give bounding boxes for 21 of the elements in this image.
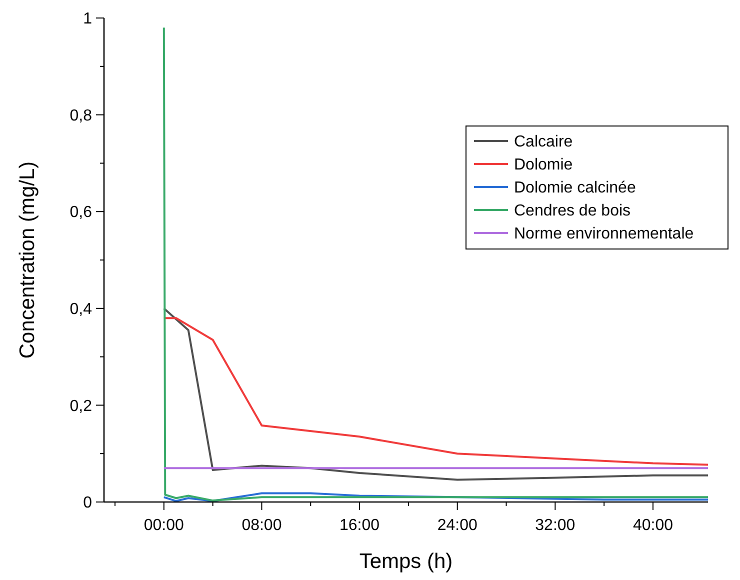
x-tick-label: 24:00 [437, 517, 478, 534]
y-tick-label: 0,6 [70, 204, 92, 222]
line-series [162, 492, 709, 502]
legend-label: Dolomie [514, 156, 573, 174]
x-axis-title: Temps (h) [359, 550, 453, 573]
line-series [162, 26, 709, 502]
x-tick-label: 08:00 [242, 517, 282, 534]
x-tick-label: 16:00 [340, 517, 380, 534]
legend-label: Cendres de bois [514, 202, 631, 220]
legend-label: Norme environnementale [514, 226, 694, 243]
x-tick-label: 32:00 [535, 517, 576, 534]
y-tick-label: 0 [83, 494, 92, 512]
y-tick-label: 0,2 [70, 398, 92, 415]
y-tick-label: 1 [83, 10, 92, 28]
x-tick-label: 00:00 [144, 517, 184, 534]
legend-label: Dolomie calcinée [514, 180, 636, 197]
x-tick-label: 40:00 [632, 517, 674, 534]
legend-label: Calcaire [514, 134, 573, 151]
y-tick-label: 0,4 [70, 301, 92, 318]
y-tick-label: 0,8 [70, 107, 92, 124]
y-axis-title: Concentration (mg/L) [16, 161, 39, 359]
